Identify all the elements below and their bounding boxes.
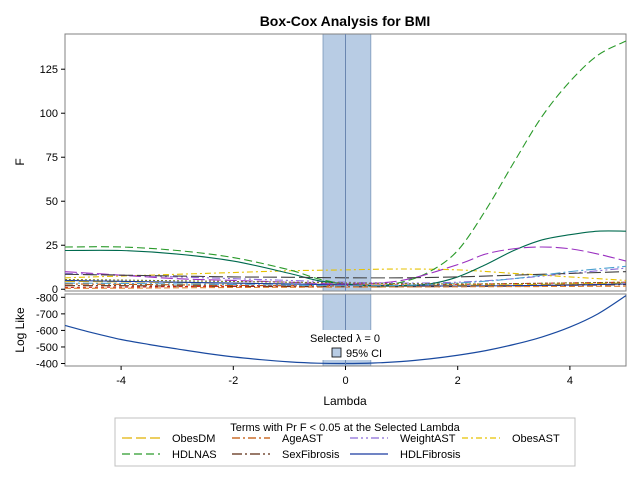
legend-label-obesdm: ObesDM [172, 433, 215, 445]
lambda-axis-label: Lambda [323, 394, 367, 408]
legend-entries: ObesDM AgeAST WeightAST ObesAST HDLNAS SexFib… [122, 433, 560, 461]
ci-legend-label: 95% CI [346, 348, 382, 360]
f-tick-label: 75 [46, 152, 58, 164]
lambda-tick-label: 4 [567, 375, 573, 387]
f-series-unlabeled [64, 246, 627, 285]
f-tick-label: 100 [40, 108, 58, 120]
f-tick-label: 50 [46, 196, 58, 208]
ci-band-layer [322, 33, 372, 367]
f-series-unlabeled [64, 265, 627, 287]
f-series-unlabeled [64, 230, 627, 287]
legend-label-weightast: WeightAST [400, 433, 456, 445]
lambda-tick-label: 0 [342, 375, 348, 387]
f-series-hdlnas [64, 40, 627, 287]
legend-label-sexfibrosis: SexFibrosis [282, 449, 340, 461]
f-axis: 0 25 50 75 100 125 [40, 64, 65, 296]
f-tick-label: 0 [52, 284, 58, 296]
lambda-tick-label: -4 [116, 375, 126, 387]
lambda-tick-label: -2 [228, 375, 238, 387]
loglike-tick-label: -800 [36, 292, 58, 304]
ci-band [322, 33, 372, 292]
loglike-axis: -400 -500 -600 -700 -800 [36, 292, 65, 371]
loglike-tick-label: -600 [36, 325, 58, 337]
lambda-axis: -4 -2 0 2 4 [116, 366, 573, 387]
f-tick-label: 25 [46, 240, 58, 252]
loglike-tick-label: -700 [36, 309, 58, 321]
f-tick-label: 125 [40, 64, 58, 76]
legend-label-hdlnas: HDLNAS [172, 449, 217, 461]
legend-label-obesast: ObesAST [512, 433, 560, 445]
ci-legend-swatch [331, 347, 342, 358]
loglike-tick-label: -500 [36, 342, 58, 354]
f-series-sexfibrosis [64, 284, 627, 288]
chart-title: Box-Cox Analysis for BMI [260, 13, 431, 29]
legend-box [114, 417, 576, 467]
selected-lambda-label: Selected λ = 0 [310, 333, 380, 345]
legend-title: Terms with Pr F < 0.05 at the Selected L… [230, 422, 460, 434]
loglike-axis-label: Log Like [13, 307, 27, 353]
f-axis-label: F [13, 158, 27, 165]
legend-label-ageast: AgeAST [282, 433, 323, 445]
selection-annotation-bg [303, 330, 383, 360]
lambda-tick-label: 2 [455, 375, 461, 387]
legend-label-hdlfibrosis: HDLFibrosis [400, 449, 461, 461]
loglike-tick-label: -400 [36, 359, 58, 371]
